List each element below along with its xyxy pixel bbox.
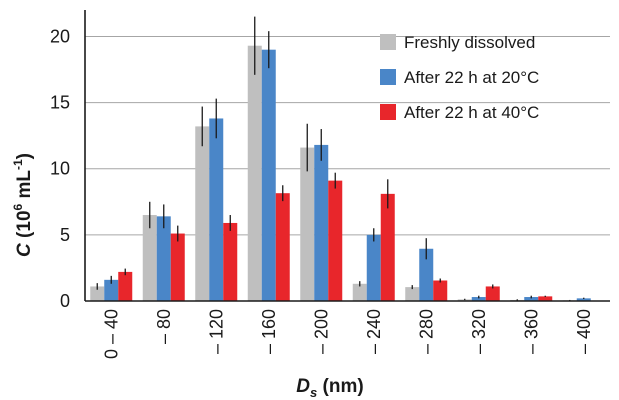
bar (261, 49, 276, 301)
bar (104, 279, 119, 301)
x-tick-label: – 400 (574, 309, 594, 354)
bar (209, 118, 224, 301)
bar (366, 234, 381, 301)
bar (300, 147, 315, 301)
x-tick-label: – 80 (154, 309, 174, 344)
bar (419, 248, 434, 301)
y-tick-label: 5 (60, 225, 70, 245)
x-tick-label: – 160 (259, 309, 279, 354)
y-tick-label: 10 (50, 159, 70, 179)
bar (156, 216, 171, 301)
bar (328, 180, 343, 301)
bar (433, 280, 448, 301)
bar (90, 286, 105, 301)
error-bars (96, 16, 585, 301)
legend: Freshly dissolved After 22 h at 20°C After… (380, 33, 539, 122)
legend-swatch (380, 104, 396, 120)
bar (405, 287, 420, 301)
bar (524, 297, 539, 301)
x-axis-title: Ds (nm) (296, 376, 363, 400)
x-tick-label: – 120 (206, 309, 226, 354)
bar (471, 297, 486, 301)
y-tick-label: 15 (50, 93, 70, 113)
x-tick-label: – 200 (311, 309, 331, 354)
bar (352, 283, 367, 301)
bar (485, 286, 500, 301)
bar (538, 296, 553, 301)
bar (314, 144, 329, 301)
legend-label: After 22 h at 40°C (404, 103, 539, 122)
bar (118, 271, 133, 301)
x-tick-label: – 360 (521, 309, 541, 354)
legend-label: Freshly dissolved (404, 33, 535, 52)
legend-swatch (380, 34, 396, 50)
y-tick-label: 20 (50, 26, 70, 46)
x-axis-unit: (nm) (317, 376, 363, 397)
legend-swatch (380, 69, 396, 85)
x-axis-variable: D (296, 376, 310, 397)
bar (223, 222, 238, 301)
y-axis-variable: C (14, 243, 35, 257)
bars (90, 45, 591, 302)
bar (380, 193, 395, 301)
legend-label: After 22 h at 20°C (404, 68, 539, 87)
x-axis-subscript: s (310, 385, 317, 400)
bar (576, 298, 591, 301)
gridlines (85, 35, 610, 236)
bar (275, 193, 290, 301)
axes (84, 10, 610, 302)
y-tick-labels: 0 5 10 15 20 (50, 26, 70, 311)
x-tick-label: – 280 (416, 309, 436, 354)
bar (142, 215, 157, 301)
x-tick-label: – 240 (364, 309, 384, 354)
y-axis-unit-exponent: 6 (11, 203, 25, 210)
x-tick-labels: 0 – 40 – 80 – 120 – 160 – 200 – 240 – 280 – 320… (101, 309, 594, 359)
bar (170, 233, 185, 301)
y-tick-label: 0 (60, 291, 70, 311)
y-axis-unit-close: ) (14, 153, 35, 159)
y-axis-unit-open: (10 (14, 210, 35, 243)
bar (247, 45, 262, 301)
x-tick-label: – 320 (469, 309, 489, 354)
bar (195, 126, 210, 302)
y-axis-title: C (106 mL-1) (11, 153, 35, 257)
y-axis-unit-mid: mL (14, 170, 35, 204)
x-tick-label: 0 – 40 (101, 309, 121, 359)
y-axis-unit-exponent-2: -1 (11, 159, 25, 170)
